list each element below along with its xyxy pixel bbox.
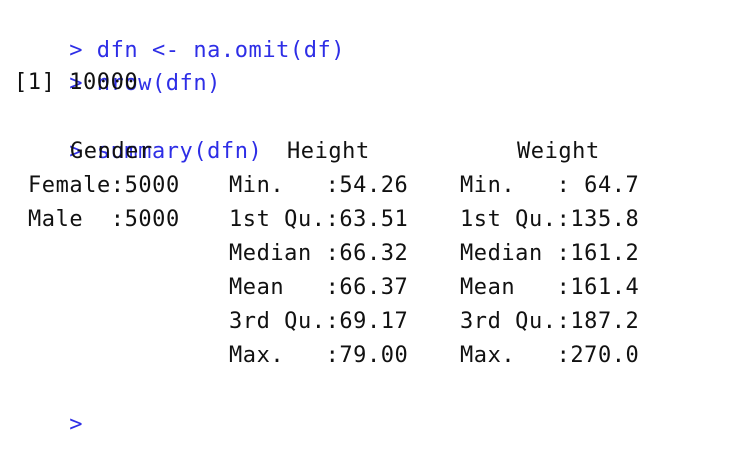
command-text: summary(dfn) — [96, 139, 263, 164]
weight-cell: Mean :161.4 — [460, 275, 640, 300]
weight-cell: 3rd Qu.:187.2 — [460, 309, 640, 334]
height-cell: Median :66.32 — [229, 241, 409, 266]
header-height: Height — [287, 139, 370, 164]
r-console[interactable]: > dfn <- na.omit(df) > nrow(dfn) [1] 100… — [0, 0, 738, 437]
weight-cell: Min. : 64.7 — [460, 173, 640, 198]
prompt-symbol: > — [69, 412, 83, 437]
gender-cell: Male :5000 — [28, 207, 180, 232]
command-text: nrow(dfn) — [96, 71, 221, 96]
command-line-2: > nrow(dfn) — [14, 33, 221, 96]
header-gender: Gender — [70, 139, 153, 164]
weight-cell: Max. :270.0 — [460, 343, 640, 368]
prompt-symbol: > — [69, 139, 83, 164]
command-line-3: > summary(dfn) — [14, 101, 262, 164]
weight-cell: 1st Qu.:135.8 — [460, 207, 640, 232]
weight-cell: Median :161.2 — [460, 241, 640, 266]
command-line-1: > dfn <- na.omit(df) — [14, 0, 345, 63]
height-cell: 3rd Qu.:69.17 — [229, 309, 409, 334]
height-cell: 1st Qu.:63.51 — [229, 207, 409, 232]
height-cell: Min. :54.26 — [229, 173, 409, 198]
header-weight: Weight — [517, 139, 600, 164]
command-text: dfn <- na.omit(df) — [96, 38, 346, 63]
prompt-symbol: > — [69, 38, 83, 63]
prompt-symbol: > — [69, 71, 83, 96]
gender-cell: Female:5000 — [28, 173, 180, 198]
height-cell: Max. :79.00 — [229, 343, 409, 368]
input-prompt[interactable]: > — [14, 374, 83, 437]
height-cell: Mean :66.37 — [229, 275, 409, 300]
nrow-output: [1] 10000 — [14, 70, 139, 95]
